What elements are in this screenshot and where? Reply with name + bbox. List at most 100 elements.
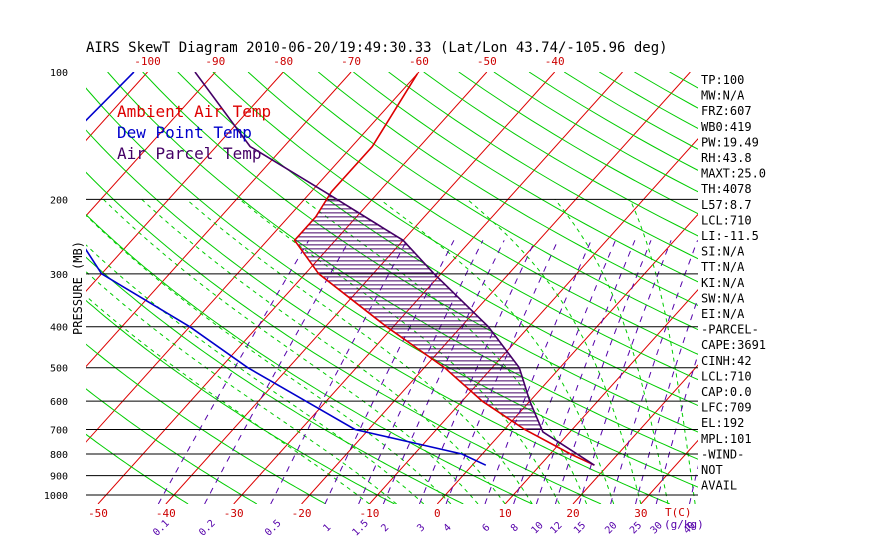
top-temp-tick-label: -100	[134, 55, 161, 68]
legend-ambient: Ambient Air Temp	[117, 102, 271, 121]
top-temp-tick-label: -60	[409, 55, 429, 68]
mixing-ratio-tick-label: 6	[480, 522, 492, 534]
mixing-ratio-tick-label: 10	[529, 520, 545, 536]
side-panel-item: WB0:419	[701, 120, 752, 134]
side-panel-item: LFC:709	[701, 401, 752, 415]
mixing-ratio-line	[689, 465, 698, 504]
top-temp-tick-label: -70	[341, 55, 361, 68]
dry-adiabat-line	[669, 72, 698, 89]
mixing-ratio-line	[513, 240, 616, 504]
bottom-temp-tick-label: -20	[292, 507, 312, 520]
mixing-ratio-tick-label: 4	[442, 522, 454, 534]
chart-title: AIRS SkewT Diagram 2010-06-20/19:49:30.3…	[86, 40, 668, 56]
isobars	[86, 198, 698, 496]
side-panel-item: CAPE:3691	[701, 338, 766, 352]
side-panel-item: RH:43.8	[701, 151, 752, 165]
pressure-tick-label: 1000	[44, 491, 68, 502]
side-panel-item: KI:N/A	[701, 276, 745, 290]
isotherm-line	[86, 72, 216, 217]
side-panel-item: MAXT:25.0	[701, 167, 766, 181]
dry-adiabat-line	[317, 72, 698, 306]
parcel-temp-line	[194, 72, 595, 466]
mixing-ratio-tick-label: 2	[379, 522, 391, 534]
mixing-ratio-line	[324, 240, 455, 504]
mixing-ratio-tick-label: 30	[649, 520, 665, 536]
isotherm-line	[0, 72, 80, 504]
mixing-ratio-tick-label: 12	[548, 520, 564, 536]
dry-adiabat-line	[86, 299, 395, 504]
mixing-ratio-lines	[157, 240, 698, 504]
pressure-tick-label: 900	[50, 472, 68, 483]
dry-adiabat-line	[86, 87, 698, 488]
dry-adiabat-line	[212, 72, 698, 381]
dry-adiabat-line	[86, 213, 533, 504]
dry-adiabat-line	[388, 72, 698, 260]
dry-adiabat-line	[845, 72, 870, 504]
isotherm-line	[0, 72, 12, 504]
mixing-ratio-line	[554, 240, 652, 504]
dry-adiabat-line	[282, 72, 698, 331]
mixing-ratio-line	[635, 296, 698, 504]
cape-hatching	[294, 196, 542, 430]
isotherm-line	[777, 72, 870, 504]
side-panel-item: SW:N/A	[701, 291, 745, 305]
side-panel-item: TT:N/A	[701, 260, 745, 274]
mixing-ratio-line	[578, 240, 672, 504]
moist-adiabat-line	[86, 244, 425, 504]
side-panel-item: CINH:42	[701, 354, 752, 368]
grid-area	[0, 72, 870, 504]
side-panel-item: TP:100	[701, 73, 744, 87]
dry-adiabat-line	[86, 433, 189, 504]
isotherm-line	[97, 72, 488, 504]
top-temp-tick-label: -40	[545, 55, 565, 68]
y-axis-label: PRESSURE (MB)	[71, 241, 85, 335]
mixing-ratio-line	[382, 240, 505, 504]
bottom-temp-tick-label: -10	[359, 507, 379, 520]
x-axis-label: T(C)	[665, 506, 692, 519]
isotherm-line	[86, 72, 420, 443]
top-temp-tick-label: -80	[273, 55, 293, 68]
isotherm-line	[86, 72, 284, 292]
bottom-temp-tick-label: 10	[499, 507, 512, 520]
side-panel-item: SI:N/A	[701, 245, 745, 259]
mixing-ratio-line	[445, 240, 559, 504]
side-panel-item: MPL:101	[701, 432, 752, 446]
side-panel-item: FRZ:607	[701, 104, 752, 118]
dry-adiabat-line	[740, 72, 870, 504]
bottom-temp-tick-label: 0	[434, 507, 441, 520]
mixing-ratio-line	[535, 240, 636, 504]
side-panel-item: TH:4078	[701, 182, 752, 196]
legend-parcel: Air Parcel Temp	[117, 144, 262, 163]
side-panel-item: EL:192	[701, 416, 744, 430]
mixing-ratio-line	[655, 352, 698, 504]
isotherm-line	[165, 72, 556, 504]
moist-adiabat-line	[554, 198, 669, 504]
mixing-ratio-line	[610, 240, 698, 504]
mixing-ratio-tick-label: 1	[321, 522, 333, 534]
dry-adiabat-line	[493, 72, 698, 193]
top-temp-tick-label: -50	[477, 55, 497, 68]
pressure-tick-label: 400	[50, 323, 68, 334]
side-panel-item: NOT	[701, 463, 723, 477]
isotherms	[0, 72, 870, 504]
pressure-tick-label: 100	[50, 68, 68, 79]
bottom-temp-tick-label: 30	[634, 507, 647, 520]
isotherm-line	[572, 364, 698, 504]
dry-adiabat-line	[177, 72, 698, 407]
mixing-ratio-tick-label: 25	[628, 520, 644, 536]
top-temp-tick-label: -90	[205, 55, 225, 68]
side-panel-item: LCL:710	[701, 213, 752, 227]
dry-adiabats	[86, 72, 870, 504]
bottom-temp-tick-label: -30	[224, 507, 244, 520]
mixing-ratio-tick-label: 8	[509, 522, 521, 534]
side-panel-item: AVAIL	[701, 479, 737, 493]
mixing-ratio-line	[204, 240, 350, 504]
dry-adiabat-line	[528, 72, 698, 171]
moist-adiabat-line	[466, 198, 642, 504]
curves-area	[86, 72, 595, 466]
moist-adiabat-line	[86, 271, 397, 504]
side-panel-item: L57:8.7	[701, 198, 752, 212]
mixing-ratio-tick-label: 3	[415, 522, 427, 534]
